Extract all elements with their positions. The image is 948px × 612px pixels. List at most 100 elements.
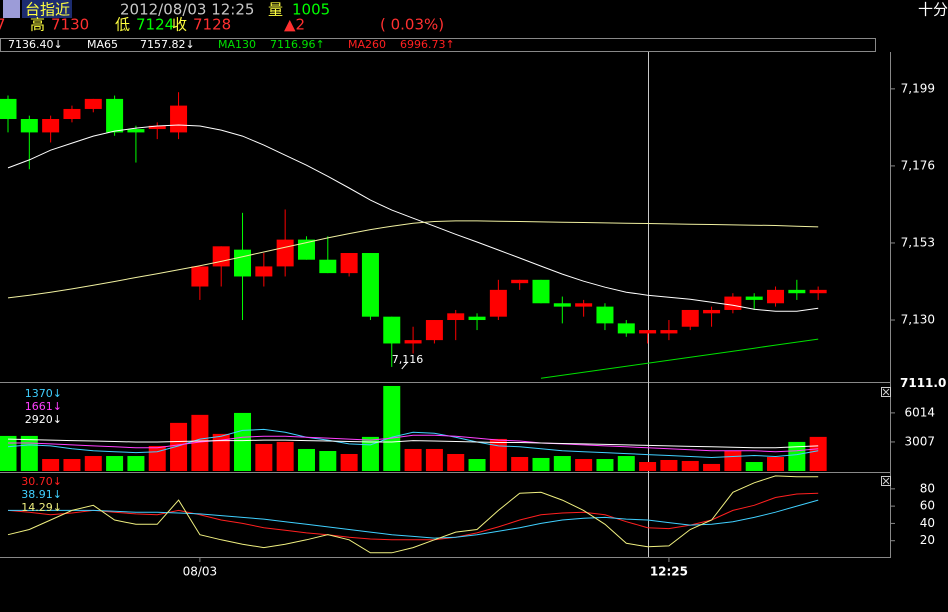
- cursor-price: 7111.0: [900, 376, 946, 390]
- candle-body: [191, 266, 209, 287]
- candle-body: [575, 303, 593, 307]
- candle-body: [425, 320, 443, 341]
- candle-body: [340, 253, 358, 274]
- y-tick-label: 3007: [904, 434, 935, 448]
- series-line: [8, 434, 819, 453]
- volume-bar: [127, 456, 145, 471]
- volume-bar: [340, 453, 358, 471]
- candle-body: [20, 119, 38, 133]
- volume-bar: [639, 462, 657, 471]
- candle-body: [297, 239, 315, 260]
- series-line: [7, 124, 819, 312]
- volume-bar: [532, 457, 550, 471]
- candle-body: [532, 279, 550, 304]
- legend-entry: 30.70↓: [21, 475, 62, 488]
- series-line: [7, 438, 819, 449]
- legend-value: 6996.73↑: [400, 38, 455, 51]
- candle-body: [447, 313, 465, 321]
- candle-body: [148, 125, 166, 130]
- candle-body: [596, 306, 614, 324]
- high: 7130: [51, 16, 89, 34]
- legend-value: 7136.40↓: [8, 38, 63, 51]
- volume-bar: [234, 412, 252, 471]
- volume-bar: [468, 459, 486, 471]
- legend-entry: 1661↓: [25, 400, 62, 413]
- candle-body: [84, 98, 102, 109]
- x-tick-label: 12:25: [650, 565, 688, 579]
- annotation: 7,116: [392, 353, 424, 366]
- y-tick-label: 7,153: [901, 235, 935, 249]
- volume-bar: [297, 448, 315, 471]
- candle-body: [234, 249, 252, 277]
- close-icon[interactable]: [882, 388, 890, 396]
- candle-body: [788, 289, 806, 294]
- volume-bar: [404, 448, 422, 471]
- y-tick-label: 7,199: [901, 81, 935, 95]
- volume-bar: [42, 459, 60, 471]
- volume-bar: [553, 456, 571, 471]
- volume-bar: [745, 462, 763, 471]
- close-label: 收: [172, 16, 187, 34]
- candle-body: [724, 296, 742, 310]
- legend-name: MA130: [218, 38, 256, 51]
- legend-name: MA260: [348, 38, 386, 51]
- candle-body: [489, 289, 507, 317]
- symbol: 台指近: [25, 1, 70, 19]
- series-line: [8, 499, 819, 539]
- legend-name: MA65: [87, 38, 118, 51]
- candle-body: [681, 309, 699, 327]
- header-left: 7: [0, 16, 6, 34]
- close-box[interactable]: [881, 476, 891, 486]
- volume-bar: [63, 459, 81, 471]
- volume-bar: [788, 441, 806, 471]
- close-box[interactable]: [881, 387, 891, 397]
- close: 7128: [193, 16, 231, 34]
- low-label: 低: [115, 16, 130, 34]
- annotation-pointer: [401, 361, 409, 370]
- legend-box: [0, 38, 876, 52]
- y-tick-label: 20: [920, 533, 935, 547]
- volume-bar: [84, 456, 102, 471]
- candle-body: [703, 309, 721, 314]
- low: 7124: [136, 16, 174, 34]
- volume-bar: [489, 438, 507, 471]
- volume-bar: [809, 436, 827, 471]
- change: ▲2: [284, 16, 305, 34]
- volume-bar: [660, 459, 678, 471]
- legend-entry: 1370↓: [25, 387, 62, 400]
- volume-bar: [20, 435, 38, 471]
- volume-bar: [383, 385, 401, 471]
- volume: 1005: [292, 1, 330, 19]
- close-button[interactable]: [881, 476, 891, 486]
- volume-bar: [596, 459, 614, 471]
- candle-body: [276, 239, 294, 267]
- close-icon[interactable]: [882, 477, 890, 485]
- candle-body: [255, 266, 273, 277]
- y-tick-label: 60: [920, 499, 935, 513]
- candle-body: [767, 289, 785, 304]
- legend-entry: 14.29↓: [21, 501, 62, 514]
- legend-value: 7157.82↓: [140, 38, 195, 51]
- series-line: [7, 475, 819, 554]
- candle-body: [42, 119, 60, 133]
- legend-entry: 38.91↓: [21, 488, 62, 501]
- series-line: [540, 338, 819, 379]
- legend-entry: 2920↓: [25, 413, 62, 426]
- symbol-box: [22, 0, 72, 18]
- x-tick-label: 08/03: [183, 565, 218, 579]
- volume-bar: [170, 422, 188, 471]
- volume-bar: [106, 456, 124, 471]
- candle-body: [617, 323, 635, 334]
- y-tick-label: 7,130: [901, 313, 935, 327]
- volume-bar: [681, 460, 699, 471]
- close-button[interactable]: [881, 387, 891, 397]
- candle-body: [553, 303, 571, 307]
- candle-body: [511, 279, 529, 284]
- candle-body: [361, 253, 379, 317]
- volume-bar: [255, 443, 273, 471]
- candle-body: [468, 316, 486, 321]
- volume-bar: [425, 448, 443, 471]
- candle-body: [106, 98, 124, 133]
- volume-bar: [724, 450, 742, 471]
